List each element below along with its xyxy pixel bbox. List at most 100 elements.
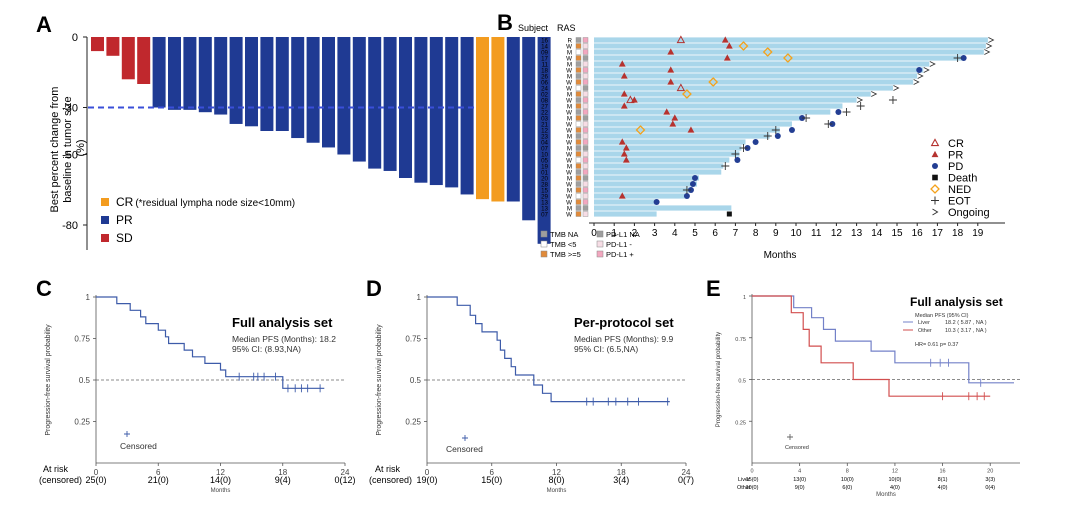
panel-b-duration-bar [594,49,984,55]
panel-a-bar-pr [168,37,181,110]
panel-b-pdl1-box [582,115,589,121]
panel-b-events [618,35,995,217]
panel-b-legend-label: PR [948,150,963,162]
panel-b-tmb-box [575,163,582,169]
panel-b-pdl1-box [582,211,589,217]
panel-b-x-tick-label: 7 [733,228,739,239]
panel-c-median-text: Median PFS (Months): 18.2 [232,334,336,344]
panel-b-legend-eot-icon [931,196,939,205]
panel-b-ras-status: M [567,50,572,57]
panel-d-x-tick-label: 0 [425,468,430,477]
panel-b-pdl1-box [582,169,589,175]
panel-b-ras-status: W [566,158,572,165]
panel-b-pd-marker [788,127,795,133]
panel-a-bar-cr [491,37,505,202]
panel-b-duration-bar [594,85,893,91]
panel-a-ylabel-line2: baseline in tumor size [62,96,74,202]
panel-d-at-risk-sublabel: (censored) [369,475,412,485]
panel-b-cr-marker [626,95,635,104]
panel-b-pdl1-box [582,133,589,139]
panel-e-censored-legend-icon [787,434,793,440]
panel-b-pdl1-box [582,97,589,103]
panel-b-tmb-box [575,145,582,151]
panel-c-y-tick-label: 0.25 [74,418,90,427]
panel-b-ongoing-marker [893,85,900,91]
panel-b-eot-marker [802,114,811,122]
panel-b-legend-death-icon [932,174,938,181]
panel-b-ras-status: W [566,128,572,135]
panel-b-eot-marker [721,162,730,170]
panel-b-duration-bar [594,157,730,163]
panel-b-pdl1-box [582,199,589,205]
panel-b-ras-status: W [566,194,572,201]
panel-b-subject-id: 03 [541,116,548,123]
panel-b-tmb-box [575,37,582,43]
panel-b-ras-status: W [566,170,572,177]
panel-b-biomarker-label: TMB NA [550,230,578,239]
panel-label-e: E [706,276,721,301]
panel-b-eot-marker [888,96,897,104]
panel-b-ongoing-marker [929,61,936,67]
panel-b-pd-marker [752,139,759,145]
panel-e-at-risk-liver-value: 15(0) [746,477,759,483]
panel-e-x-tick-label: 0 [750,469,753,475]
panel-b-pr-marker [622,156,630,163]
panel-d-title: Per-protocol set [574,315,674,330]
panel-b-x-tick-label: 15 [891,228,903,239]
panel-e-y-tick-label: 0.25 [735,420,746,426]
panel-a-y-tick-label: -50 [62,150,78,162]
panel-b-duration-bar [594,97,857,103]
panel-a-legend-swatch [101,216,109,224]
panel-b-ras-status: M [567,176,572,183]
panel-b-tmb-box [575,121,582,127]
panel-b-subject-id: 14 [541,44,548,51]
panel-b-legend-pd-icon [932,163,938,169]
panel-d-y-tick-label: 0.75 [405,335,421,344]
panel-a-bar-pr [291,37,305,139]
panel-b-ras-status: W [566,80,572,87]
panel-b-tmb-box [575,55,582,61]
panel-b-ned-marker [682,89,692,99]
panel-e-legend-name: Liver [918,320,930,326]
panel-b-x-tick-label: 13 [851,228,863,239]
panel-b-tmb-box [575,133,582,139]
panel-b-legend-label: Death [948,173,977,185]
panel-c-title: Full analysis set [232,315,333,330]
panel-a-bar-pr [183,37,197,110]
panel-a-ylabel-line1: Best percent change from [49,87,61,213]
panel-b-xlabel: Months [764,250,797,261]
panel-b-ned-marker [708,77,719,87]
panel-e-at-risk-other-value: 10(0) [746,485,759,491]
panel-b-ned-marker [783,53,793,63]
panel-b-tmb-box [575,169,582,175]
panel-b-pr-marker [669,120,677,127]
panel-b-ongoing-marker [917,73,924,79]
panel-d-censored-legend-icon [462,435,468,441]
panel-b-duration-bar [594,211,657,217]
panel-b-header-subject: Subject [518,23,549,33]
panel-c-x-tick-label: 6 [156,468,161,477]
panel-e-censored-label: Censored [785,445,809,451]
panel-b-legend-cr-icon [930,138,940,147]
panel-e-x-tick-label: 16 [940,469,946,475]
panel-a-bars [91,37,551,244]
panel-b-death-marker [726,211,732,217]
panel-b-subject-id: 29 [541,194,548,201]
panel-b-eot-marker [682,186,691,194]
panel-b-pdl1-box [582,109,589,115]
panel-a-bar-sd [121,37,135,80]
panel-b-ongoing-marker [871,91,878,97]
panel-b-pr-marker [663,108,671,115]
panel-b-pdl1-box [582,103,589,109]
panel-b-eot-marker [953,54,962,62]
panel-b-pdl1-box [582,127,589,133]
panel-b-cr-marker [676,35,686,44]
panel-a-bar-pr [275,37,289,131]
panel-b-tmb-box [575,79,582,85]
panel-e-at-risk-liver-value: 10(0) [889,477,902,483]
panel-b-subject-id: 16 [541,38,548,45]
panel-d-at-risk-value: 3(4) [613,475,629,485]
panel-b-ongoing-marker [913,79,920,85]
panel-c-xlabel: Months [211,488,231,494]
